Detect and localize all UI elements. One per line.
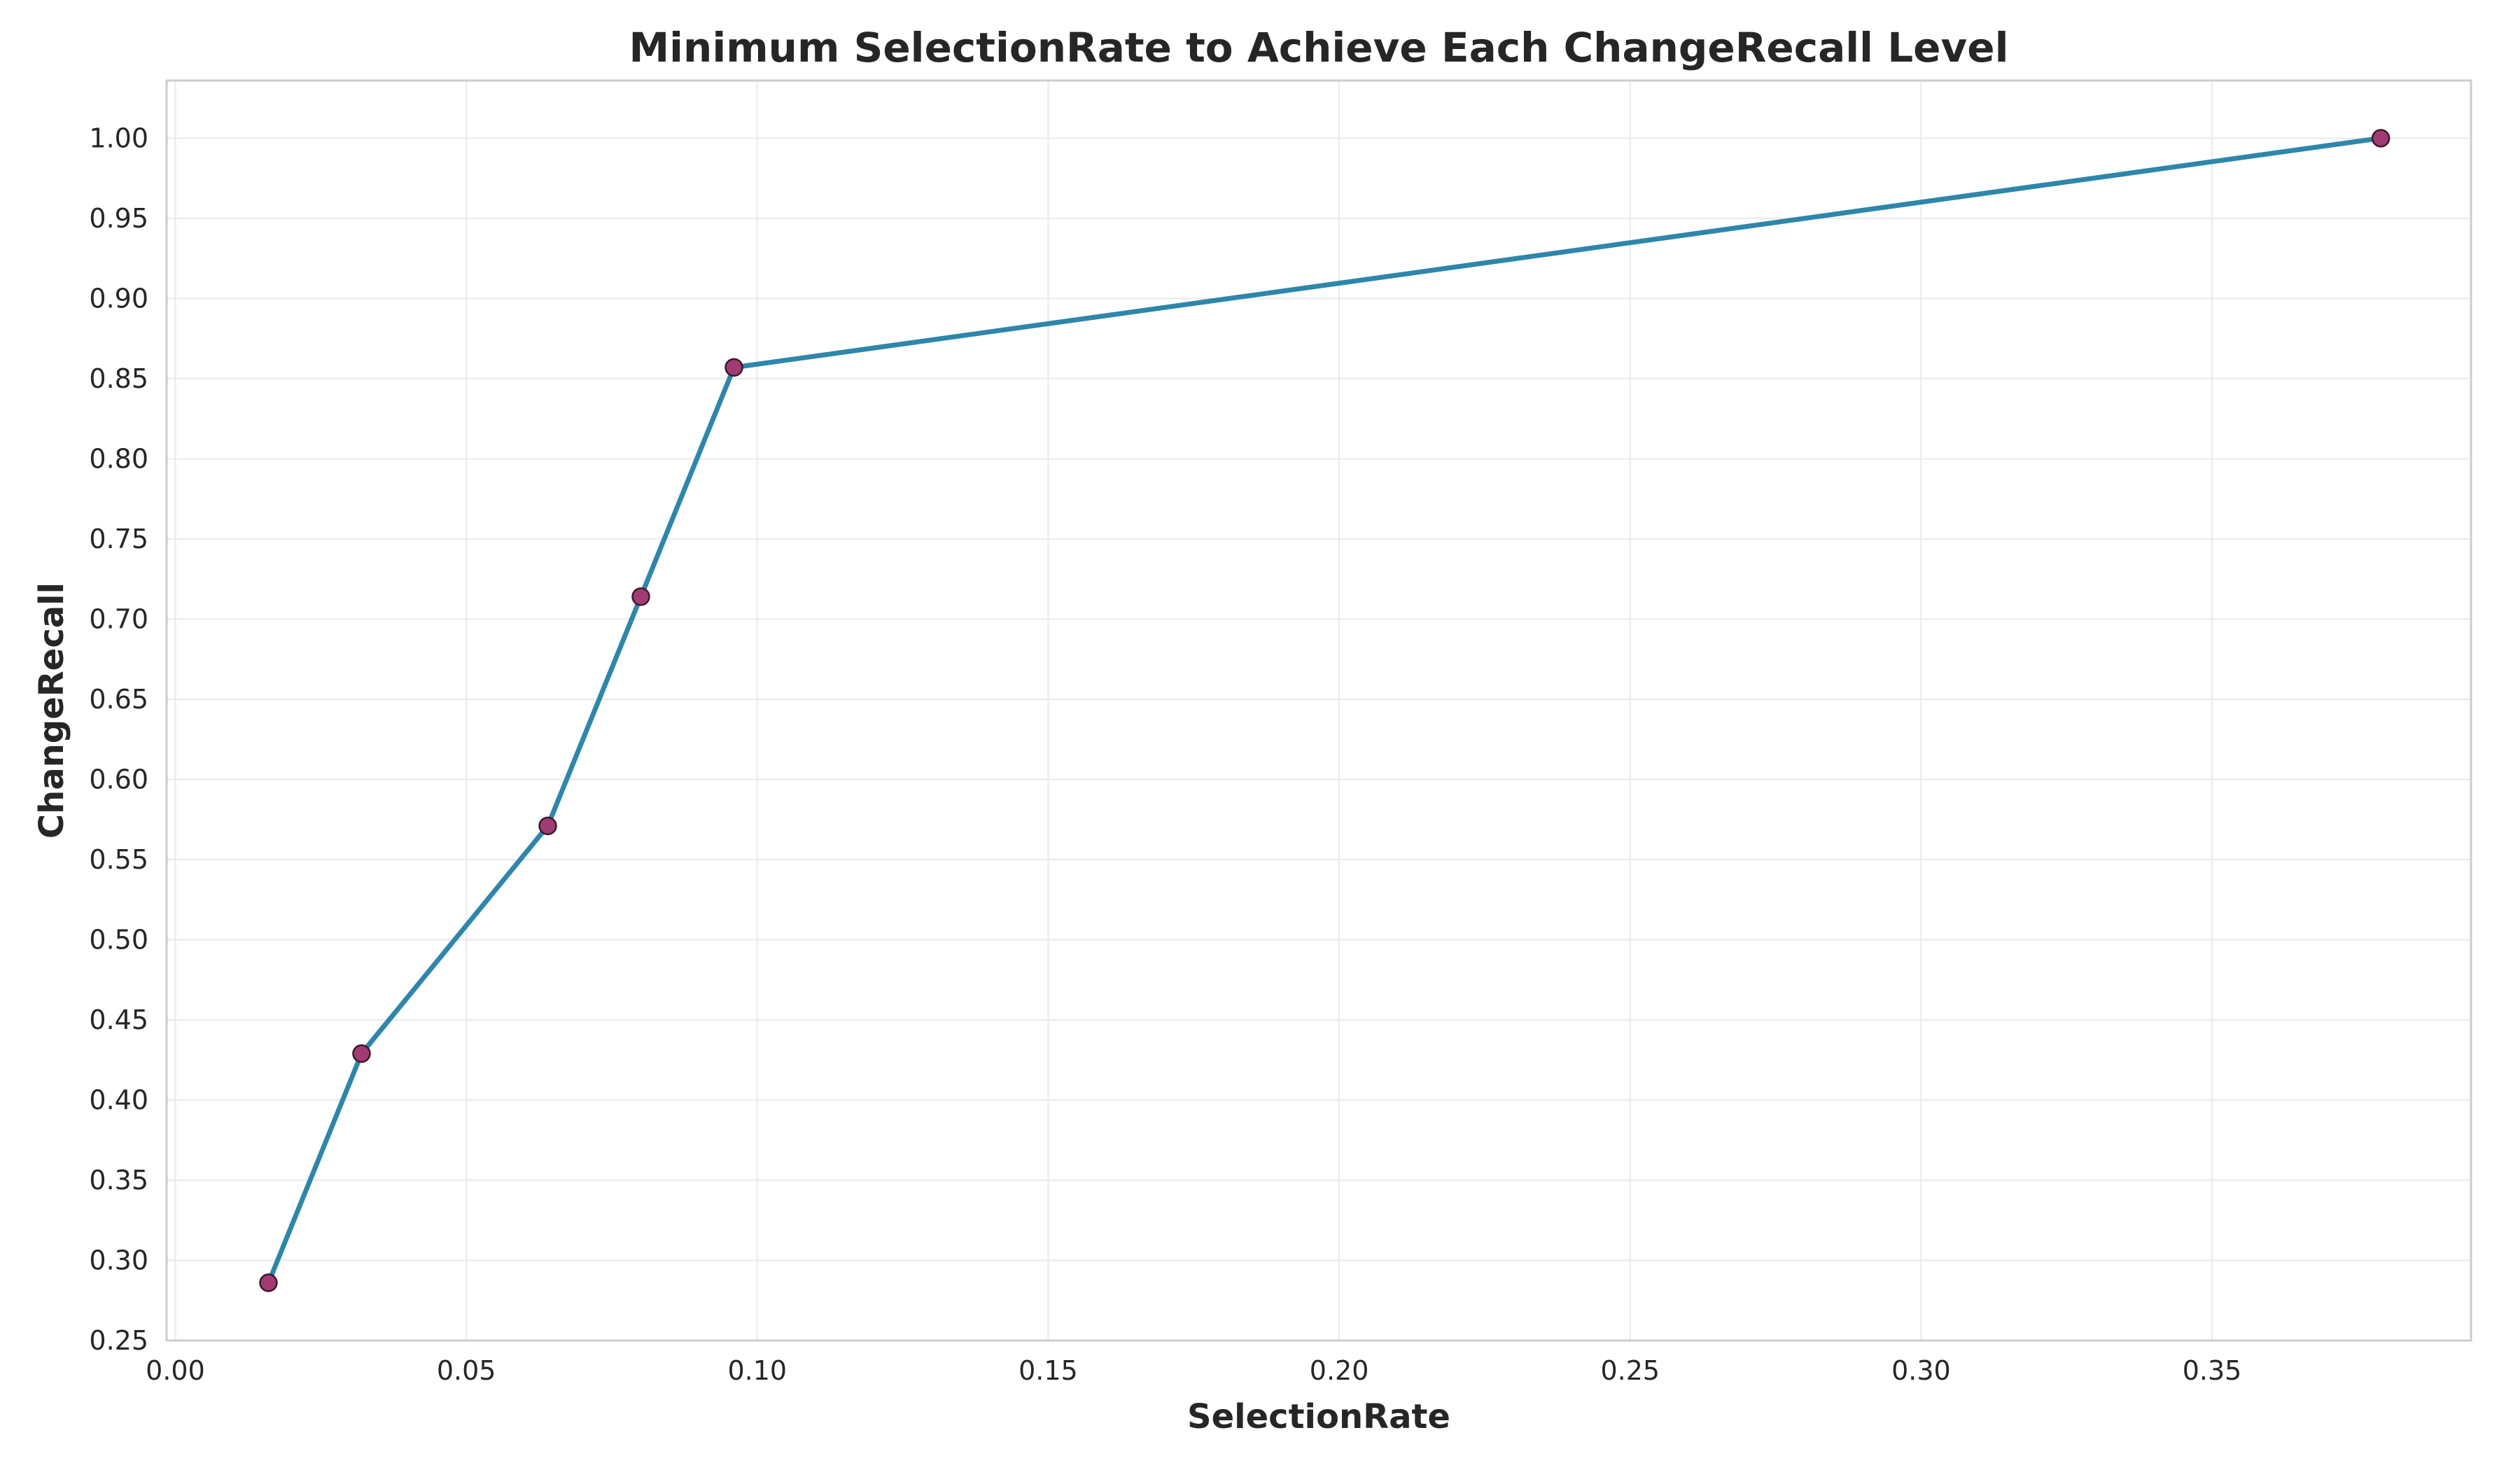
data-point [352, 1044, 371, 1063]
y-tick-label: 1.00 [89, 122, 148, 153]
x-tick-label: 0.25 [1600, 1355, 1660, 1386]
x-tick-label: 0.00 [146, 1355, 205, 1386]
y-tick-label: 0.35 [89, 1165, 148, 1196]
y-tick-label: 0.25 [89, 1325, 148, 1356]
x-tick-label: 0.20 [1310, 1355, 1369, 1386]
y-tick-label: 0.65 [89, 684, 148, 715]
x-tick-label: 0.35 [2183, 1355, 2242, 1386]
y-axis-ticks: 0.25 0.30 0.35 0.40 0.45 0.50 0.55 0.60 0.65 0.70… [89, 122, 148, 1356]
data-point [2371, 129, 2390, 148]
x-tick-label: 0.30 [1891, 1355, 1951, 1386]
grid [167, 80, 2471, 1342]
y-axis-label: ChangeRecall [32, 582, 71, 839]
x-axis-ticks: 0.00 0.05 0.10 0.15 0.20 0.25 0.30 0.35 [146, 1355, 2241, 1386]
x-tick-label: 0.15 [1018, 1355, 1078, 1386]
y-tick-label: 0.70 [89, 603, 148, 634]
chart-title: Minimum SelectionRate to Achieve Each Ch… [629, 24, 2008, 71]
data-point [259, 1273, 278, 1292]
data-point [724, 358, 743, 377]
x-tick-label: 0.05 [437, 1355, 496, 1386]
series-line [266, 135, 2384, 1286]
x-axis-label: SelectionRate [1187, 1397, 1450, 1436]
data-point [538, 816, 557, 836]
y-tick-label: 0.40 [89, 1084, 148, 1115]
y-tick-label: 0.50 [89, 924, 148, 955]
data-point [631, 587, 650, 606]
y-tick-label: 0.55 [89, 844, 148, 875]
series [259, 129, 2390, 1292]
y-tick-label: 0.75 [89, 524, 148, 554]
y-tick-label: 0.60 [89, 764, 148, 794]
y-tick-label: 0.80 [89, 443, 148, 474]
y-tick-label: 0.45 [89, 1004, 148, 1035]
x-tick-label: 0.10 [727, 1355, 787, 1386]
y-tick-label: 0.90 [89, 283, 148, 314]
y-tick-label: 0.30 [89, 1245, 148, 1275]
plot-frame [165, 79, 2472, 1342]
y-tick-label: 0.85 [89, 363, 148, 394]
y-tick-label: 0.95 [89, 203, 148, 234]
